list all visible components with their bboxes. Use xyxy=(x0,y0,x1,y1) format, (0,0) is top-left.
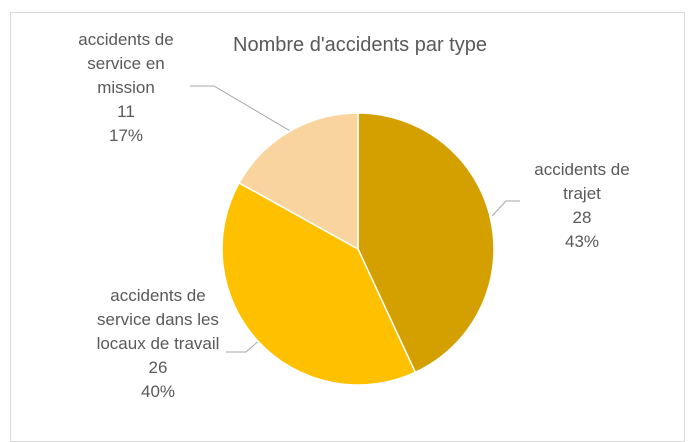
page: Nombre d'accidents par type accidents de… xyxy=(10,12,685,442)
pie-slice xyxy=(238,112,359,251)
label-category: accidents de service dans les locaux de … xyxy=(96,286,220,353)
leader-line xyxy=(226,337,263,353)
pie-slice xyxy=(221,181,417,386)
data-label: accidents de service dans les locaux de … xyxy=(96,284,220,404)
label-value: 28 xyxy=(572,208,592,227)
data-label: accidents de trajet 28 43% xyxy=(523,158,641,254)
label-percent: 17% xyxy=(108,126,144,145)
leader-line xyxy=(190,85,293,133)
label-percent: 43% xyxy=(564,232,600,251)
label-value: 26 xyxy=(148,358,168,377)
data-label: accidents de service en mission 11 17% xyxy=(67,28,185,148)
chart xyxy=(190,85,520,386)
leader-line xyxy=(491,200,520,217)
chart-title: Nombre d'accidents par type xyxy=(233,34,487,56)
label-percent: 40% xyxy=(140,382,176,401)
label-category: accidents de service en mission xyxy=(78,30,174,97)
label-category: accidents de trajet xyxy=(534,160,630,203)
label-value: 11 xyxy=(117,102,135,121)
pie-slice xyxy=(357,112,495,374)
